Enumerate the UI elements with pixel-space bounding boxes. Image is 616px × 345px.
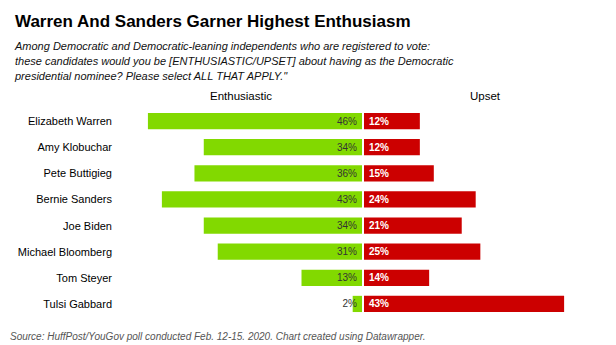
svg-text:Joe Biden: Joe Biden	[63, 220, 112, 232]
svg-text:these candidates would you be: these candidates would you be [ENTHUSIAS…	[15, 55, 454, 67]
svg-text:12%: 12%	[369, 116, 389, 127]
svg-text:Michael Bloomberg: Michael Bloomberg	[18, 246, 112, 258]
svg-text:25%: 25%	[369, 246, 389, 257]
svg-text:Tom Steyer: Tom Steyer	[56, 272, 112, 284]
svg-text:2%: 2%	[343, 298, 358, 309]
svg-text:Source: HuffPost/YouGov poll c: Source: HuffPost/YouGov poll conducted F…	[10, 331, 425, 342]
svg-text:13%: 13%	[337, 272, 357, 283]
svg-text:Tulsi Gabbard: Tulsi Gabbard	[43, 298, 112, 310]
svg-text:31%: 31%	[337, 246, 357, 257]
svg-text:14%: 14%	[369, 272, 389, 283]
svg-text:Bernie Sanders: Bernie Sanders	[36, 193, 112, 205]
svg-text:15%: 15%	[369, 168, 389, 179]
svg-text:34%: 34%	[337, 142, 357, 153]
svg-text:43%: 43%	[337, 194, 357, 205]
svg-text:24%: 24%	[369, 194, 389, 205]
svg-text:presidential nominee? Please s: presidential nominee? Please select ALL …	[14, 70, 288, 82]
svg-text:21%: 21%	[369, 220, 389, 231]
svg-text:Amy Klobuchar: Amy Klobuchar	[37, 141, 112, 153]
svg-text:Pete Buttigieg: Pete Buttigieg	[44, 167, 113, 179]
svg-text:Among Democratic and Democrati: Among Democratic and Democratic-leaning …	[14, 40, 430, 52]
svg-text:Elizabeth Warren: Elizabeth Warren	[28, 115, 112, 127]
svg-text:12%: 12%	[369, 142, 389, 153]
svg-text:Upset: Upset	[470, 90, 501, 102]
svg-text:46%: 46%	[337, 116, 357, 127]
svg-text:Warren And Sanders Garner High: Warren And Sanders Garner Highest Enthus…	[15, 12, 411, 31]
svg-text:34%: 34%	[337, 220, 357, 231]
svg-text:43%: 43%	[369, 298, 389, 309]
svg-text:36%: 36%	[337, 168, 357, 179]
svg-text:Enthusiastic: Enthusiastic	[210, 90, 272, 102]
